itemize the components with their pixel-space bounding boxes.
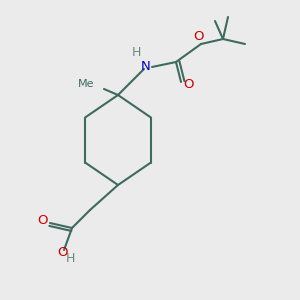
Text: O: O	[57, 245, 67, 259]
Text: O: O	[194, 29, 204, 43]
Text: H: H	[131, 46, 141, 59]
Text: Me: Me	[77, 79, 94, 89]
Text: O: O	[184, 77, 194, 91]
Text: N: N	[141, 61, 151, 74]
Text: O: O	[37, 214, 47, 227]
Text: H: H	[65, 251, 75, 265]
